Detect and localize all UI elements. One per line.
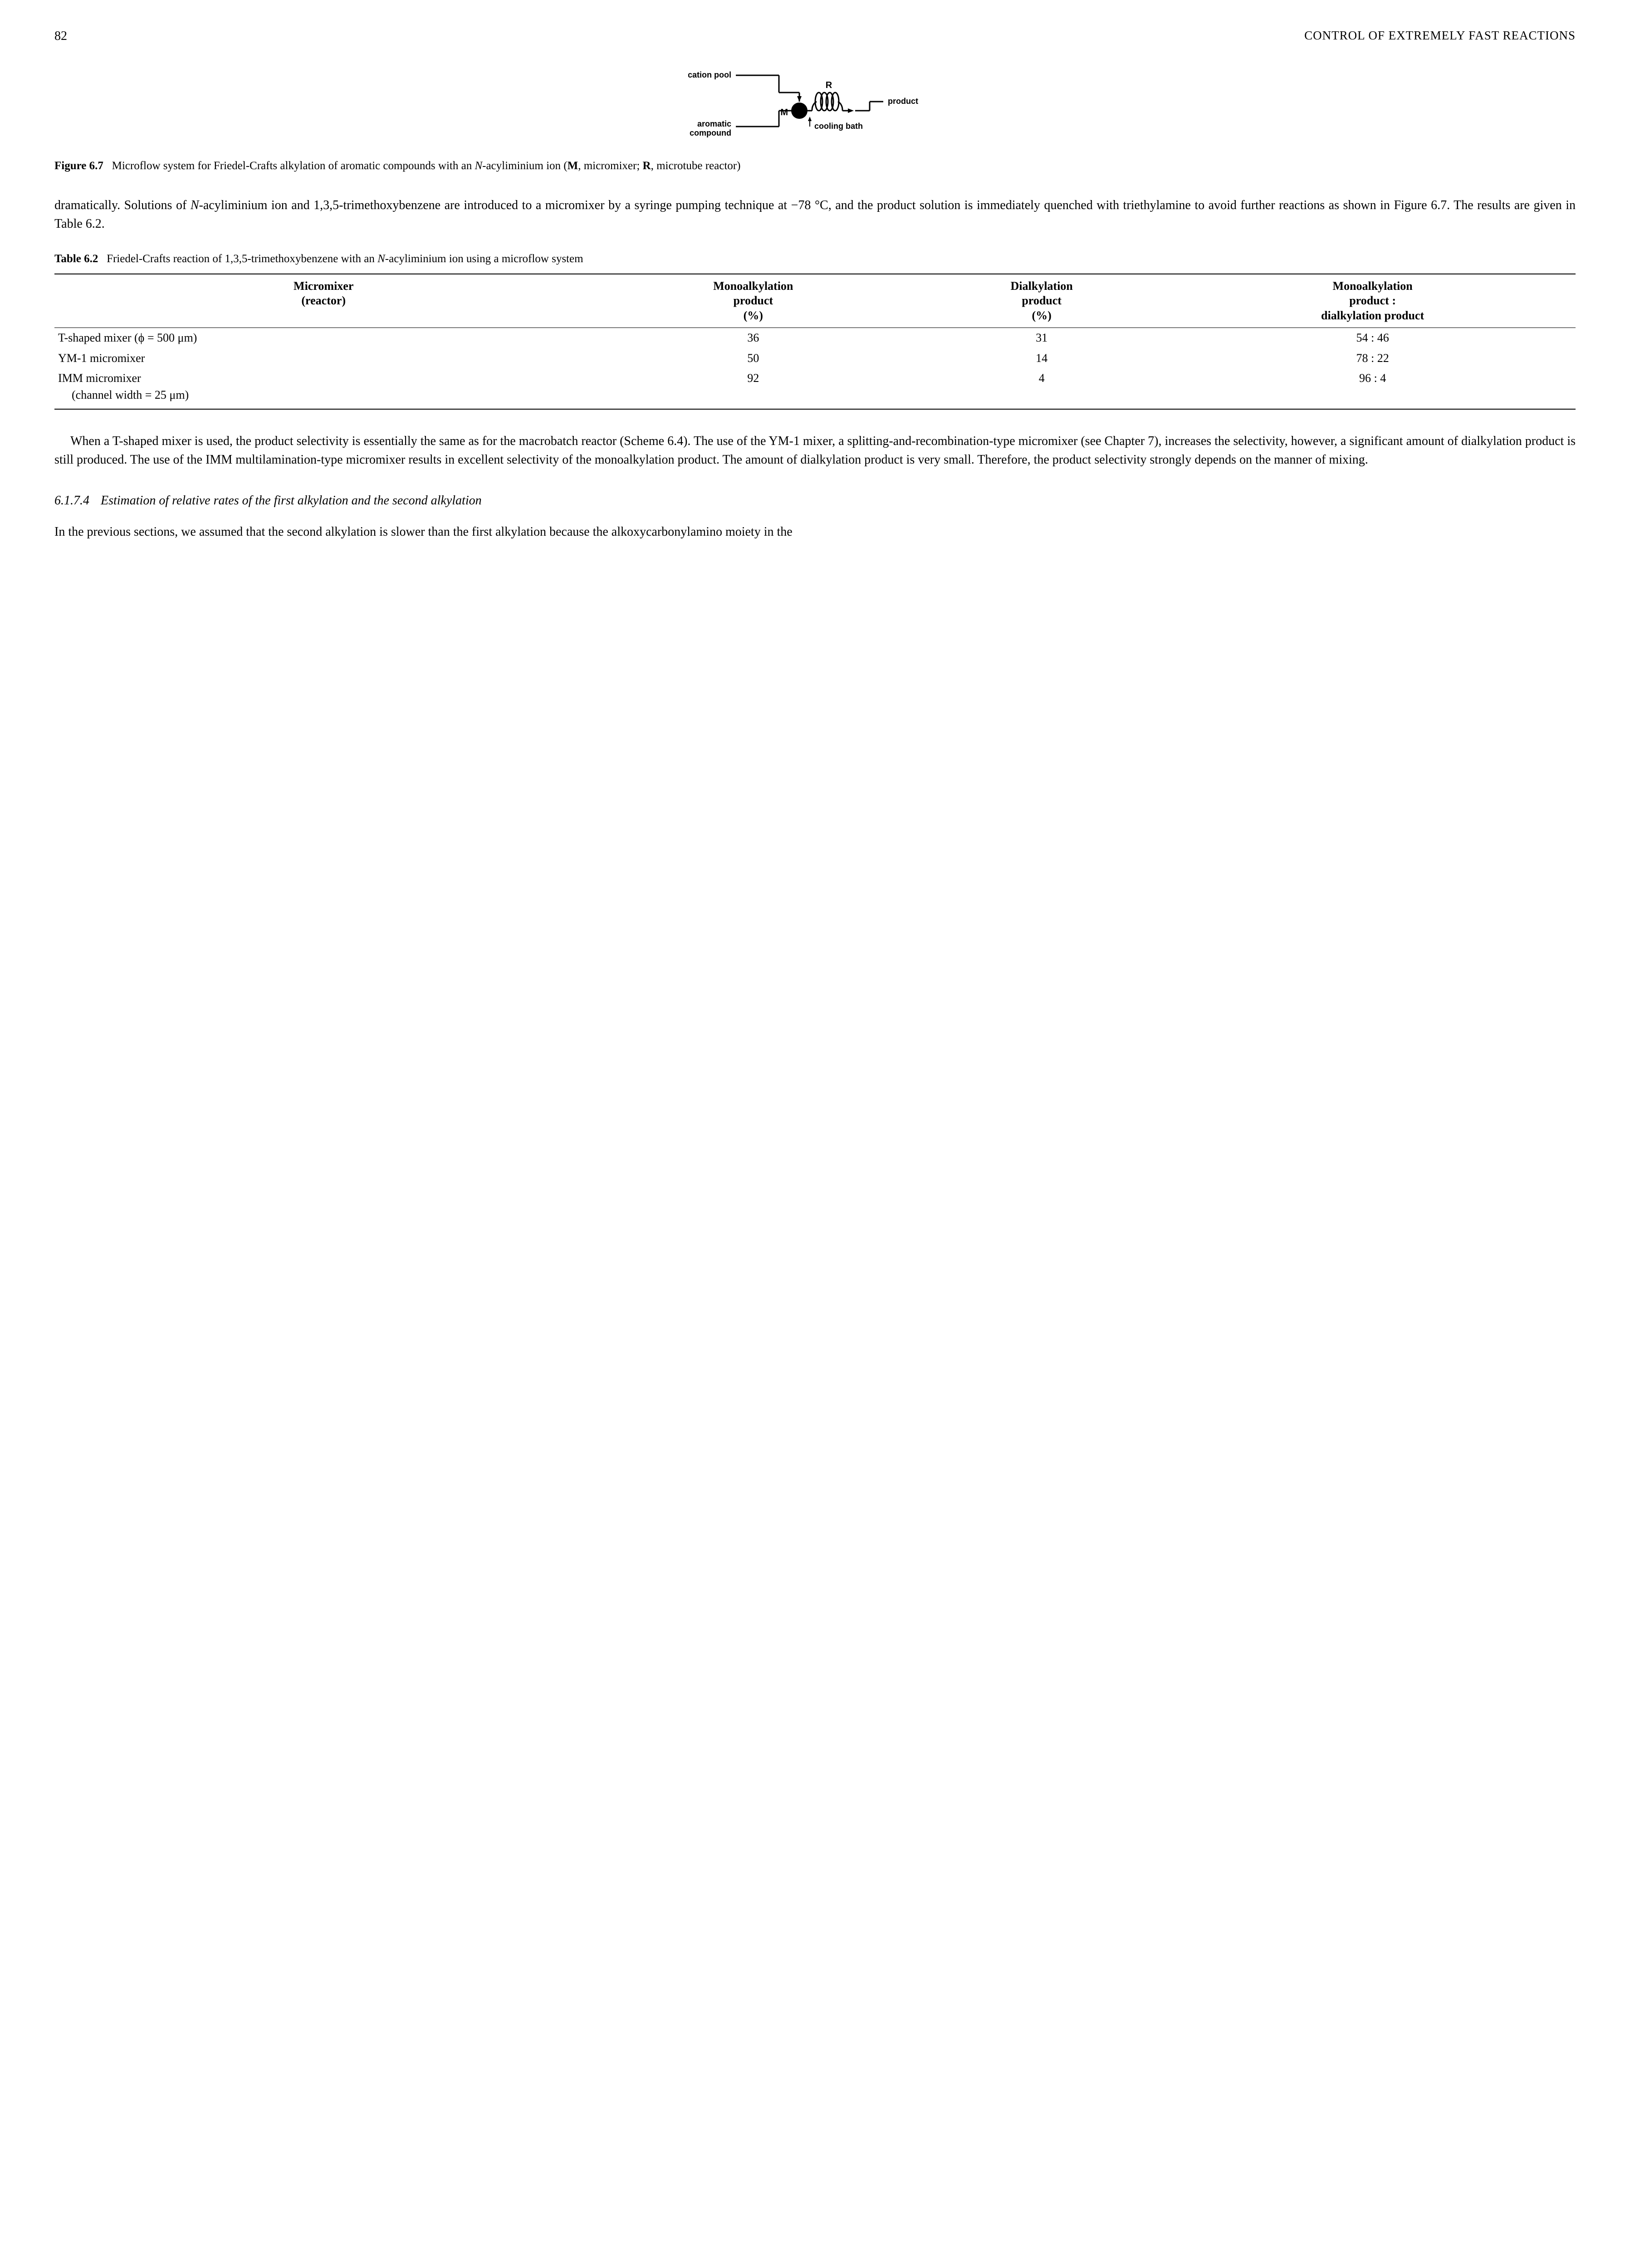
section-heading: 6.1.7.4 Estimation of relative rates of … bbox=[54, 492, 1576, 509]
cell-mono: 50 bbox=[592, 348, 914, 368]
cell-ratio: 54 : 46 bbox=[1170, 328, 1576, 348]
cell-di: 14 bbox=[914, 348, 1170, 368]
page-number: 82 bbox=[54, 27, 67, 45]
svg-text:M: M bbox=[780, 108, 788, 117]
figure-caption-text: Microflow system for Friedel-Crafts alky… bbox=[112, 160, 741, 172]
table-6-2: Micromixer(reactor) Monoalkylationproduc… bbox=[54, 274, 1576, 410]
table-label: Table 6.2 bbox=[54, 253, 98, 265]
figure-label: Figure 6.7 bbox=[54, 160, 103, 172]
body-paragraph-2: When a T-shaped mixer is used, the produ… bbox=[54, 432, 1576, 469]
cell-mixer: T-shaped mixer (ϕ = 500 μm) bbox=[54, 328, 592, 348]
microflow-diagram: cation pool aromatic compound M R bbox=[688, 68, 942, 149]
body-paragraph-3: In the previous sections, we assumed tha… bbox=[54, 523, 1576, 542]
page-header: 82 CONTROL OF EXTREMELY FAST REACTIONS bbox=[54, 27, 1576, 45]
cell-mono: 92 bbox=[592, 368, 914, 409]
table-row: IMM micromixer(channel width = 25 μm) 92… bbox=[54, 368, 1576, 409]
cell-di: 31 bbox=[914, 328, 1170, 348]
figure-caption: Figure 6.7 Microflow system for Friedel-… bbox=[54, 158, 1576, 174]
table-row: YM-1 micromixer 50 14 78 : 22 bbox=[54, 348, 1576, 368]
table-header-row: Micromixer(reactor) Monoalkylationproduc… bbox=[54, 274, 1576, 328]
cell-mixer: IMM micromixer(channel width = 25 μm) bbox=[54, 368, 592, 409]
svg-text:aromatic: aromatic bbox=[697, 119, 731, 128]
col-header-mono: Monoalkylationproduct(%) bbox=[592, 274, 914, 328]
running-head: CONTROL OF EXTREMELY FAST REACTIONS bbox=[1304, 27, 1576, 45]
figure-6-7: cation pool aromatic compound M R bbox=[54, 68, 1576, 149]
section-title: Estimation of relative rates of the firs… bbox=[101, 492, 482, 509]
cell-di: 4 bbox=[914, 368, 1170, 409]
table-caption: Table 6.2 Friedel-Crafts reaction of 1,3… bbox=[54, 251, 1576, 267]
svg-text:compound: compound bbox=[690, 128, 731, 137]
cell-ratio: 96 : 4 bbox=[1170, 368, 1576, 409]
section-number: 6.1.7.4 bbox=[54, 492, 89, 509]
table-caption-text: Friedel-Crafts reaction of 1,3,5-trimeth… bbox=[107, 253, 583, 265]
svg-text:cooling bath: cooling bath bbox=[814, 122, 863, 131]
cell-mixer: YM-1 micromixer bbox=[54, 348, 592, 368]
cell-ratio: 78 : 22 bbox=[1170, 348, 1576, 368]
col-header-di: Dialkylationproduct(%) bbox=[914, 274, 1170, 328]
svg-text:R: R bbox=[825, 80, 832, 90]
col-header-ratio: Monoalkylationproduct :dialkylation prod… bbox=[1170, 274, 1576, 328]
cell-mono: 36 bbox=[592, 328, 914, 348]
svg-text:product: product bbox=[888, 97, 918, 106]
body-paragraph-1: dramatically. Solutions of N-acyliminium… bbox=[54, 196, 1576, 233]
svg-text:cation pool: cation pool bbox=[688, 70, 731, 79]
col-header-micromixer: Micromixer(reactor) bbox=[54, 274, 592, 328]
table-row: T-shaped mixer (ϕ = 500 μm) 36 31 54 : 4… bbox=[54, 328, 1576, 348]
